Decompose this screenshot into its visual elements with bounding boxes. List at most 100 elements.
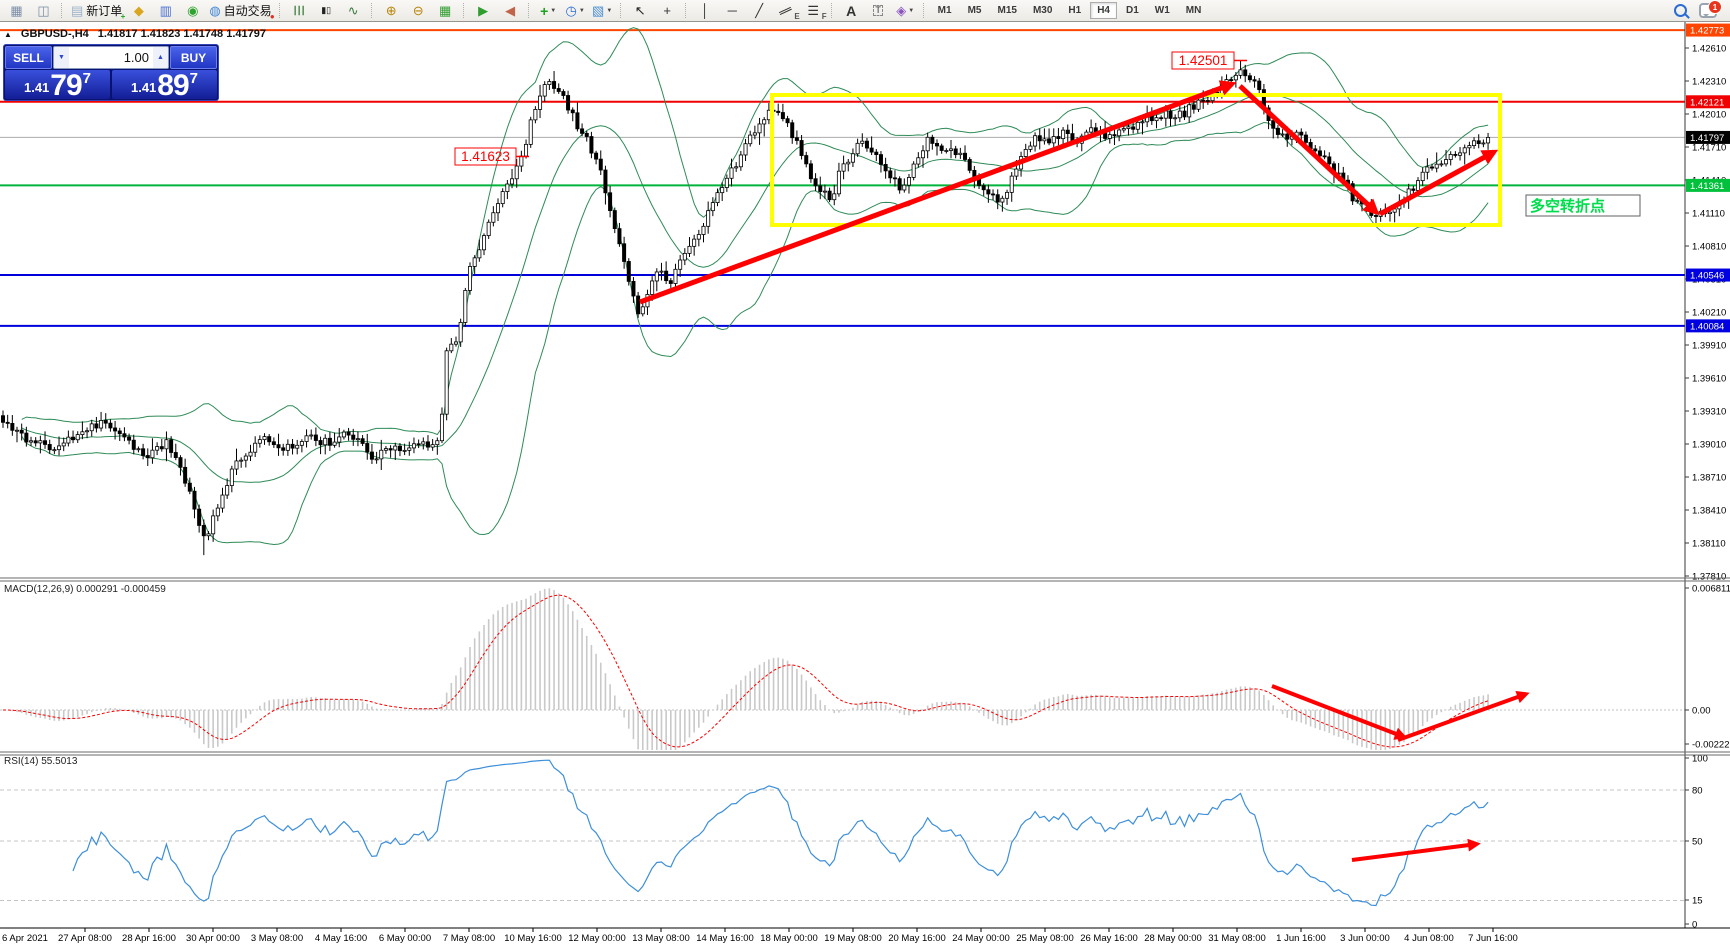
templates-button[interactable]: ▧ ▼ bbox=[590, 2, 615, 20]
volume-up-button[interactable]: ▲ bbox=[153, 47, 168, 68]
timeframe-h1-button[interactable]: H1 bbox=[1068, 5, 1082, 16]
price-tick-label: 1.42310 bbox=[1692, 77, 1726, 88]
terminal-button[interactable]: ▥ bbox=[153, 2, 178, 20]
price-annotation-1.41623[interactable]: 1.41623 bbox=[454, 147, 529, 166]
channel-button[interactable]: ∥ E bbox=[774, 2, 800, 20]
consolidation-rectangle[interactable] bbox=[770, 93, 1502, 227]
candle-body bbox=[388, 448, 393, 451]
timeframe-m1-button[interactable]: M1 bbox=[937, 5, 952, 16]
candle-body bbox=[248, 451, 253, 457]
search-icon[interactable] bbox=[1674, 4, 1687, 17]
rsi-axis-label: 80 bbox=[1692, 786, 1703, 797]
candle-body bbox=[678, 259, 683, 270]
chevron-down-icon[interactable]: ▼ bbox=[578, 7, 585, 14]
new-order-button-label: 新订单 bbox=[86, 4, 123, 18]
candle-body bbox=[1467, 145, 1472, 149]
candle-body bbox=[421, 441, 426, 445]
trend-arrow-up-small[interactable] bbox=[1378, 149, 1499, 217]
timeframe-m30-button[interactable]: M30 bbox=[1032, 5, 1053, 16]
timeframe-d1-button[interactable]: D1 bbox=[1125, 5, 1139, 16]
horizontal-line-button[interactable]: ─ bbox=[720, 2, 745, 20]
candle-body bbox=[650, 280, 655, 295]
zoom-out-button[interactable]: ⊖ bbox=[406, 2, 431, 20]
candle-body bbox=[706, 210, 711, 227]
chart-canvas[interactable]: MACD(12,26,9) 0.000291 -0.000459 RSI(14) … bbox=[0, 21, 1730, 946]
buy-button[interactable]: BUY bbox=[170, 46, 217, 69]
timeframe-w1-button[interactable]: W1 bbox=[1154, 5, 1170, 16]
candle-body bbox=[253, 442, 258, 453]
tile-windows-button[interactable]: ▦ bbox=[433, 2, 458, 20]
price-highlight-text: 1.41361 bbox=[1690, 181, 1724, 192]
candle-body bbox=[850, 153, 855, 163]
candle-body bbox=[85, 430, 90, 433]
price-annotation-1.42501[interactable]: 1.42501 bbox=[1171, 51, 1247, 70]
new-order-button[interactable]: ▤ + 新订单 bbox=[69, 2, 125, 20]
sell-button[interactable]: SELL bbox=[5, 46, 52, 69]
trendline-button[interactable]: ╱ bbox=[747, 2, 772, 20]
cursor-button[interactable]: ↖ bbox=[628, 2, 653, 20]
chevron-down-icon[interactable]: ▼ bbox=[550, 7, 557, 14]
text-label-button[interactable]: T bbox=[866, 2, 891, 20]
rsi-panel[interactable]: RSI(14) 55.5013 bbox=[0, 756, 1685, 907]
zoom-in-button[interactable]: ⊕ bbox=[379, 2, 404, 20]
autotrading-button[interactable]: ◍ ● 自动交易 bbox=[207, 2, 274, 20]
buy-price-button[interactable]: 1.41 89 7 bbox=[112, 70, 217, 99]
time-tick-label: 30 Apr 00:00 bbox=[186, 933, 240, 944]
macd-arrow-up[interactable] bbox=[1397, 691, 1530, 742]
collapse-arrow-icon[interactable]: ▲ bbox=[4, 29, 12, 39]
crosshair-button[interactable]: + bbox=[655, 2, 680, 20]
trend-arrow-up-main[interactable] bbox=[639, 80, 1237, 305]
time-axis[interactable]: 6 Apr 2021 27 Apr 08:00 28 Apr 16:00 30 Apr… bbox=[0, 927, 1730, 944]
macd-panel[interactable]: MACD(12,26,9) 0.000291 -0.000459 bbox=[0, 584, 1685, 750]
note-annotation[interactable]: 多空转折点 bbox=[1525, 194, 1641, 217]
buy-price-big: 89 bbox=[157, 70, 189, 100]
text-button[interactable]: A bbox=[839, 2, 864, 20]
candle-body bbox=[720, 187, 725, 194]
candlestick-button[interactable]: ▮▯ bbox=[314, 2, 339, 20]
timeframe-m15-button[interactable]: M15 bbox=[997, 5, 1017, 16]
volume-input[interactable] bbox=[69, 47, 153, 68]
candle-body bbox=[10, 423, 15, 431]
candle-body bbox=[75, 434, 80, 441]
toolbar: ▦ ◫ ▤ + 新订单 ◆ ▥ ◉ ◍ ● 自动交易 ☰ ▮▯ ∿ ⊕ ⊖ ▦ ▶ ◀ + ▼ ◷ ▼ ▧ ▼ ↖ + │ ─ ╱ ∥ E ☰ F… bbox=[0, 0, 1730, 22]
candle-body bbox=[365, 443, 370, 453]
candle-body bbox=[197, 508, 202, 526]
periods-button[interactable]: ◷ ▼ bbox=[563, 2, 588, 20]
bar-chart-button[interactable]: ☰ bbox=[287, 2, 312, 20]
candle-body bbox=[1373, 215, 1378, 217]
profiles-button[interactable]: ◫ bbox=[31, 2, 56, 20]
candle-body bbox=[318, 440, 323, 446]
vertical-line-button[interactable]: │ bbox=[693, 2, 718, 20]
arrows-button[interactable]: ◈ ▼ bbox=[893, 2, 918, 20]
candle-body bbox=[626, 261, 631, 282]
candle-body bbox=[1434, 163, 1439, 169]
volume-down-button[interactable]: ▼ bbox=[54, 47, 69, 68]
autoscroll-icon: ▶ bbox=[478, 3, 489, 18]
line-chart-button[interactable]: ∿ bbox=[341, 2, 366, 20]
timeframe-mn-button[interactable]: MN bbox=[1185, 5, 1202, 16]
chevron-down-icon[interactable]: ▼ bbox=[606, 7, 613, 14]
new-chart-button[interactable]: ▦ bbox=[4, 2, 29, 20]
metaquotes-button[interactable]: ◆ bbox=[126, 2, 151, 20]
autoscroll-button[interactable]: ▶ bbox=[471, 2, 496, 20]
rsi-arrow-up[interactable] bbox=[1351, 838, 1481, 862]
sell-price-button[interactable]: 1.41 79 7 bbox=[5, 70, 110, 99]
chat-icon[interactable]: 1 bbox=[1699, 0, 1722, 18]
candle-body bbox=[1257, 80, 1262, 91]
time-tick-label: 19 May 08:00 bbox=[824, 933, 882, 944]
chevron-down-icon[interactable]: ▼ bbox=[908, 7, 915, 14]
price-axis[interactable]: 1.426101.423101.420101.417101.414101.411… bbox=[1684, 22, 1730, 931]
fibo-icon-badge: F bbox=[821, 11, 827, 21]
chart-shift-button[interactable]: ◀ bbox=[498, 2, 523, 20]
trend-arrow-down[interactable] bbox=[1238, 84, 1380, 216]
candle-body bbox=[313, 434, 318, 441]
indicators-button[interactable]: + ▼ bbox=[536, 2, 561, 20]
timeframe-m5-button[interactable]: M5 bbox=[967, 5, 982, 16]
signals-button[interactable]: ◉ bbox=[180, 2, 205, 20]
candle-body bbox=[281, 447, 286, 451]
timeframe-h4-button[interactable]: H4 bbox=[1090, 2, 1117, 19]
fibonacci-button[interactable]: ☰ F bbox=[801, 2, 826, 20]
main-chart-panel[interactable] bbox=[0, 27, 1685, 556]
macd-arrow-down[interactable] bbox=[1271, 684, 1408, 740]
annotations[interactable]: 1.42501 1.41623 多空转折点 bbox=[454, 51, 1641, 862]
